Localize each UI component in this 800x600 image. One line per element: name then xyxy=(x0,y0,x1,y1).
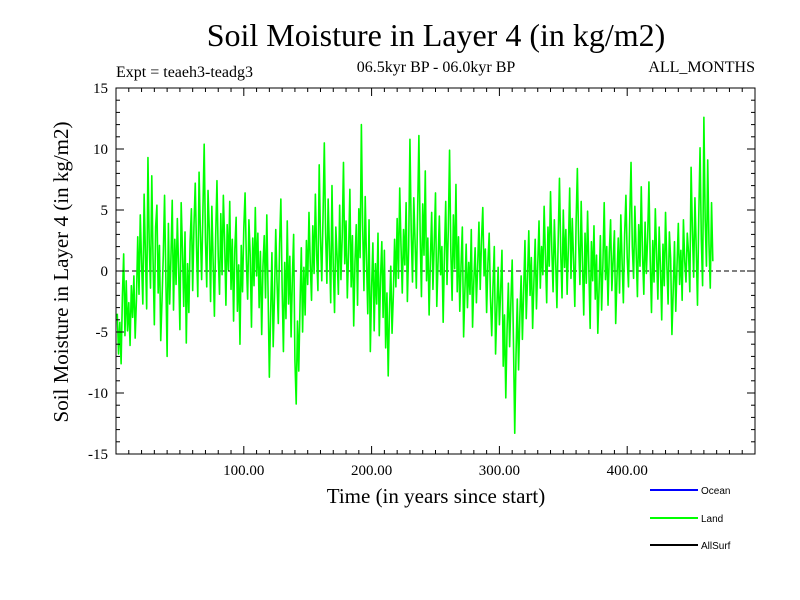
x-tick-label: 400.00 xyxy=(607,463,648,479)
series-line-land xyxy=(116,116,714,435)
y-tick-label: 0 xyxy=(101,264,109,280)
legend-label-land: Land xyxy=(701,514,723,525)
y-tick-label: 15 xyxy=(93,81,108,97)
plot-area: 100.00 200.00 300.00 400.00 15 10 5 0 -5 -10 -15 xyxy=(88,81,756,479)
period-label: 06.5kyr BP - 06.0kyr BP xyxy=(357,59,516,76)
x-tick-label: 100.00 xyxy=(223,463,264,479)
y-tick-label: 10 xyxy=(93,142,108,158)
x-tick-label: 300.00 xyxy=(479,463,520,479)
y-tick-label: 5 xyxy=(101,203,109,219)
experiment-label: Expt = teaeh3-teadg3 xyxy=(116,64,253,81)
legend-label-ocean: Ocean xyxy=(701,486,730,497)
y-tick-label: -15 xyxy=(88,447,108,463)
y-tick-label: -5 xyxy=(96,325,109,341)
legend-label-allsurf: AllSurf xyxy=(701,541,731,552)
season-label: ALL_MONTHS xyxy=(648,59,755,76)
x-axis-label: Time (in years since start) xyxy=(327,484,546,508)
y-tick-label: -10 xyxy=(88,386,108,402)
chart-title: Soil Moisture in Layer 4 (in kg/m2) xyxy=(207,17,666,53)
y-axis-label: Soil Moisture in Layer 4 (in kg/m2) xyxy=(49,122,73,423)
legend: Ocean Land AllSurf xyxy=(650,486,731,552)
x-tick-label: 200.00 xyxy=(351,463,392,479)
